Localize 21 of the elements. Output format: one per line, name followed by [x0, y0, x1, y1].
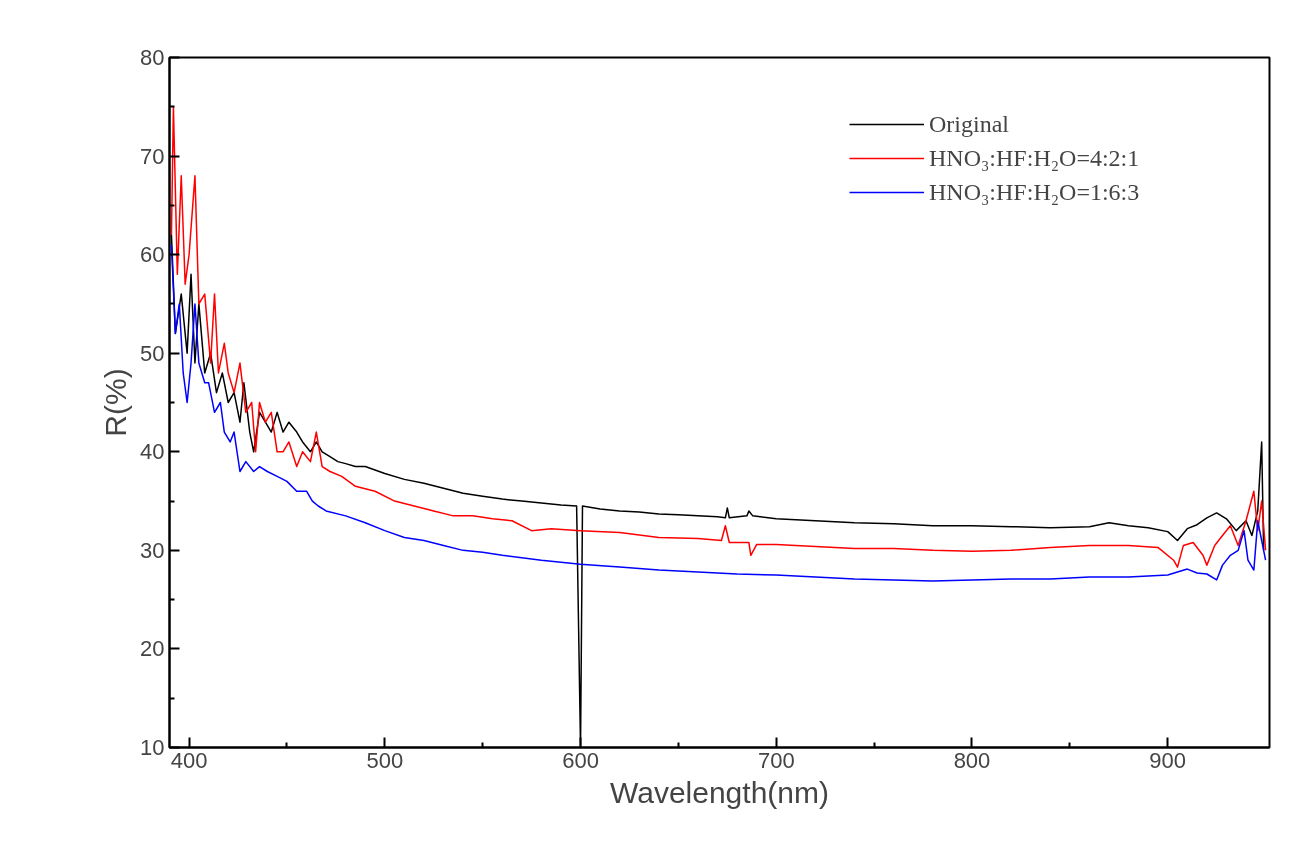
x-tick-label: 900	[1149, 747, 1187, 773]
y-axis-title: R(%)	[99, 368, 133, 437]
legend-label: HNO₃:HF:H₂O=4:2:1	[929, 143, 1140, 173]
y-tick-label: 40	[140, 439, 165, 465]
x-tick-label: 700	[757, 747, 795, 773]
line-series	[170, 106, 1267, 568]
legend-label: HNO₃:HF:H₂O=1:6:3	[929, 177, 1140, 207]
y-tick-label: 80	[140, 45, 165, 70]
y-tick-label: 20	[140, 636, 165, 662]
y-tick-label: 60	[140, 242, 165, 268]
y-tick-label: 10	[140, 735, 165, 760]
y-tick-label: 70	[140, 143, 165, 169]
x-tick-label: 600	[562, 747, 599, 773]
x-axis-title: Wavelength(nm)	[610, 775, 829, 809]
y-tick-label: 30	[140, 537, 165, 563]
line-series	[170, 244, 1267, 582]
legend-label: Original	[929, 109, 1009, 139]
y-tick-label: 50	[140, 340, 165, 366]
x-tick-label: 500	[366, 747, 404, 773]
x-tick-label: 400	[170, 747, 208, 773]
x-tick-label: 800	[953, 747, 991, 773]
